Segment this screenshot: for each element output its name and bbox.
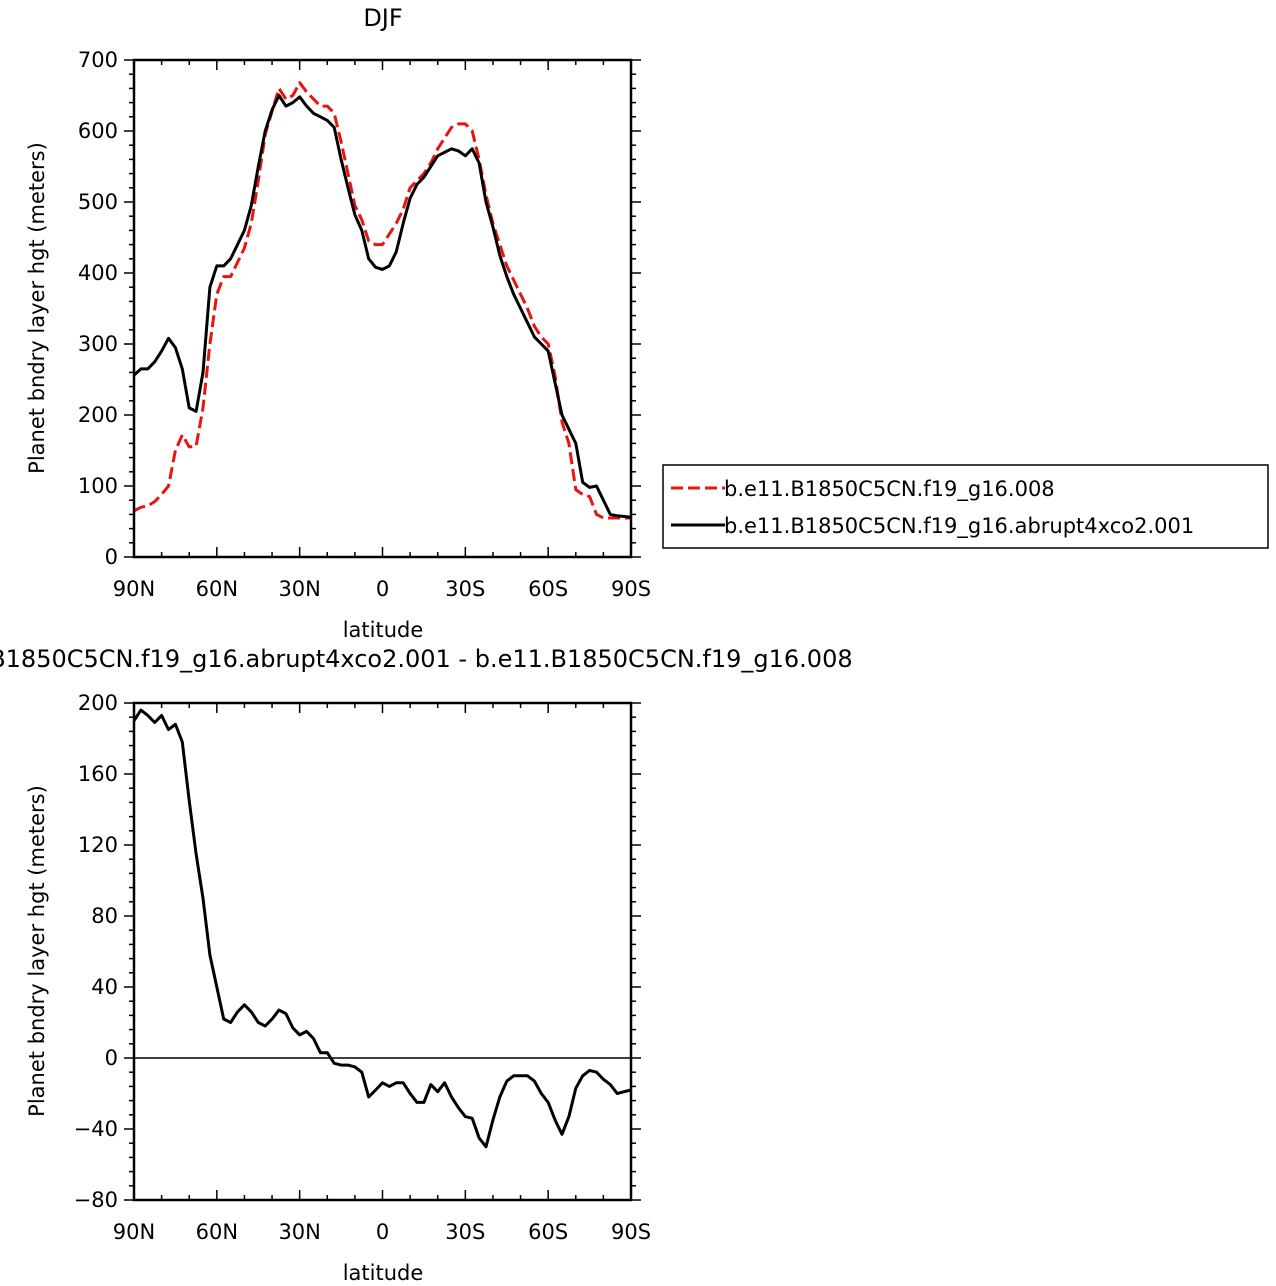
legend-box [662,464,1269,549]
top-chart-title: DJF [363,4,402,32]
top-panel: DJF 90N 60N 30N 0 30S 60S 90S 0 100 200 300 400 500 6… [25,4,1269,642]
top-y-tick-label: 500 [78,190,118,214]
top-y-tick-label: 100 [78,474,118,498]
bottom-chart-title: b.e11.B1850C5CN.f19_g16.abrupt4xco2.001 … [0,645,853,673]
legend-label-abrupt4xco2: b.e11.B1850C5CN.f19_g16.abrupt4xco2.001 [724,514,1194,539]
top-x-tick-label: 90N [113,577,155,601]
bottom-x-tick-label: 90N [113,1220,155,1244]
top-series-group [132,81,632,520]
bottom-x-tick-label: 90S [611,1220,651,1244]
top-y-tick-label: 600 [78,119,118,143]
bottom-x-tick-label: 60S [528,1220,568,1244]
top-x-axis-label: latitude [343,618,424,642]
top-x-tick-label: 0 [376,577,389,601]
top-series-line-0 [133,81,631,520]
top-x-tick-label: 90S [611,577,651,601]
top-series-line-1 [132,94,632,519]
top-y-tick-label: 200 [78,403,118,427]
bottom-y-axis-label: Planet bndry layer hgt (meters) [25,785,49,1117]
top-x-tick-label: 60N [196,577,238,601]
bottom-x-axis-label: latitude [343,1261,424,1285]
bottom-x-tick-label: 0 [376,1220,389,1244]
bottom-y-tick-label: 160 [78,762,118,786]
top-x-tick-label: 30N [278,577,320,601]
bottom-y-tick-label: 80 [91,904,118,928]
top-tick-group: 90N 60N 30N 0 30S 60S 90S 0 100 200 300 400 500 600 70… [78,48,651,601]
bottom-series-group [132,708,632,1149]
top-x-tick-label: 60S [528,577,568,601]
legend-label-control: b.e11.B1850C5CN.f19_g16.008 [724,477,1055,502]
bottom-y-tick-label: 200 [78,691,118,715]
bottom-y-tick-label: −80 [74,1188,118,1212]
bottom-y-tick-label: 120 [78,833,118,857]
top-y-tick-label: 300 [78,332,118,356]
legend: b.e11.B1850C5CN.f19_g16.008 b.e11.B1850C… [662,464,1269,549]
top-y-tick-label: 0 [105,545,118,569]
top-y-tick-label: 400 [78,261,118,285]
bottom-panel: b.e11.B1850C5CN.f19_g16.abrupt4xco2.001 … [0,645,853,1285]
top-y-tick-label: 700 [78,48,118,72]
bottom-y-tick-label: 0 [105,1046,118,1070]
bottom-x-tick-label: 30S [445,1220,485,1244]
top-x-tick-label: 30S [445,577,485,601]
top-y-axis-label: Planet bndry layer hgt (meters) [25,142,49,474]
bottom-x-tick-label: 30N [278,1220,320,1244]
bottom-x-tick-label: 60N [196,1220,238,1244]
bottom-y-tick-label: −40 [74,1117,118,1141]
bottom-tick-group: 90N 60N 30N 0 30S 60S 90S −80 −40 0 40 80 120 160 200 [74,691,651,1244]
bottom-series-line-0 [132,708,632,1149]
bottom-y-tick-label: 40 [91,975,118,999]
